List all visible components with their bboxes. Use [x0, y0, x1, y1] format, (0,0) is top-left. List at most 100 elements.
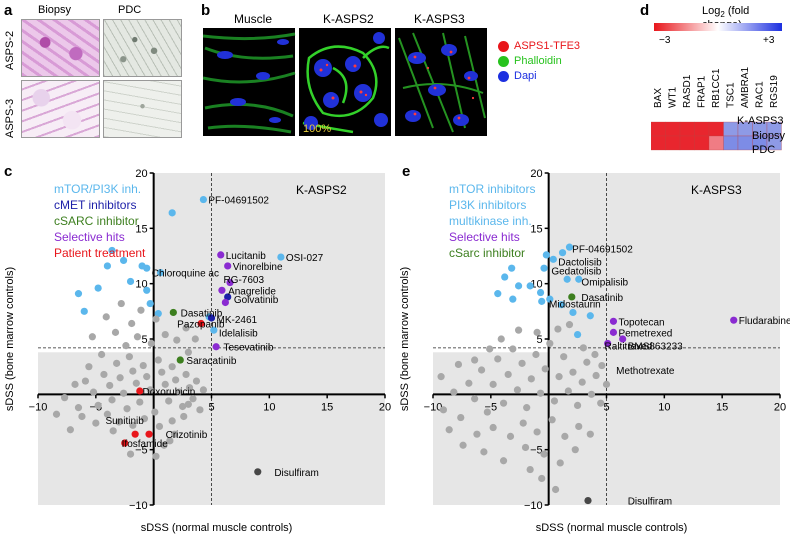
point-label: Gedatolisib [551, 266, 601, 277]
data-point [454, 360, 463, 369]
data-point [119, 389, 128, 397]
data-point [224, 262, 232, 270]
y-tick-label: 20 [530, 168, 542, 180]
data-point [565, 321, 574, 329]
data-point [604, 339, 612, 348]
data-point [471, 356, 479, 364]
col-label-muscle: Muscle [234, 12, 273, 26]
point-label: Ifosfamide [122, 439, 169, 450]
data-point [526, 282, 534, 290]
heatmap-cell [723, 135, 739, 151]
panel-letter-d: d [640, 2, 650, 19]
data-point [137, 306, 145, 314]
data-point [161, 330, 169, 339]
data-point [459, 441, 467, 449]
data-point [129, 421, 137, 429]
y-tick-label: 10 [530, 279, 542, 291]
data-point [619, 335, 627, 343]
data-point [115, 418, 123, 426]
y-axis-label: sDSS (bone marrow controls) [399, 267, 411, 411]
data-point [74, 404, 83, 412]
gene-label: AMBRA1 [740, 66, 751, 108]
image-asps2-biopsy [21, 19, 100, 77]
data-point [217, 251, 225, 259]
data-point [548, 416, 556, 424]
data-point [254, 468, 262, 476]
data-point [165, 397, 173, 405]
data-point [155, 422, 164, 431]
data-point [197, 319, 205, 328]
data-point [184, 400, 192, 408]
data-point [437, 373, 445, 381]
data-point [131, 430, 139, 438]
data-point [546, 339, 554, 348]
data-point [166, 437, 174, 445]
heatmap-cell [708, 135, 724, 151]
data-point [136, 398, 144, 406]
data-point [591, 350, 599, 359]
y-tick-label: −5 [135, 445, 148, 457]
data-point [132, 379, 140, 387]
point-label: Midostaurin [549, 300, 601, 311]
data-point [550, 397, 559, 405]
point-label: Dasatinib [181, 308, 223, 319]
point-label: Disulfiram [274, 468, 318, 479]
point-label: Vinorelbine [233, 262, 283, 273]
legend-entry: cSarc inhibitor [449, 246, 525, 260]
x-axis-label: sDSS (normal muscle controls) [536, 522, 688, 534]
data-point [111, 328, 120, 336]
legend-dot [498, 40, 509, 52]
data-point [125, 353, 133, 361]
x-tick-label: 10 [658, 401, 670, 413]
data-point [176, 356, 184, 364]
heatmap-cell [723, 121, 739, 137]
data-point [494, 355, 502, 363]
data-point [207, 314, 216, 322]
data-point [533, 328, 541, 336]
data-point [532, 350, 540, 359]
data-point [199, 386, 208, 394]
data-point [103, 410, 111, 418]
data-point [196, 406, 204, 414]
data-point [143, 373, 151, 381]
legend-dot [498, 70, 509, 82]
data-point [184, 348, 192, 356]
panel-letter-b: b [201, 2, 211, 19]
data-point [221, 298, 229, 307]
data-point [146, 299, 154, 308]
legend-entry: mTOR inhibitors [449, 182, 535, 196]
data-point [98, 350, 106, 359]
data-point [508, 264, 516, 272]
data-point [218, 286, 226, 294]
data-point [546, 295, 554, 303]
data-point [74, 290, 83, 298]
data-point [160, 441, 168, 449]
point-label: Dasatinib [581, 293, 623, 304]
data-point [465, 379, 473, 387]
data-point [558, 249, 567, 257]
x-tick-label: 20 [774, 401, 786, 413]
image-asps2-pdc [103, 19, 182, 77]
heatmap-row-label: PDC [752, 144, 776, 156]
data-point [71, 380, 79, 388]
data-point [109, 427, 117, 435]
data-point [78, 412, 86, 421]
data-point [540, 450, 548, 458]
gene-label: RASD1 [682, 74, 693, 108]
data-point [549, 255, 557, 263]
legend-label: Phalloidin [514, 55, 562, 67]
data-point [121, 439, 129, 447]
data-point [533, 428, 541, 436]
data-point [173, 336, 181, 344]
data-point [494, 290, 502, 298]
heatmap-cell [665, 121, 681, 137]
legend-entry: Patient treatment [54, 246, 146, 260]
data-point [609, 328, 618, 336]
chart-title: K-ASPS2 [296, 183, 347, 197]
x-tick-label: 5 [208, 401, 214, 413]
legend-item: ASPS1-TFE3 [498, 40, 580, 52]
x-axis-label: sDSS (normal muscle controls) [141, 522, 293, 534]
data-point [116, 374, 124, 382]
data-point [457, 413, 465, 422]
data-point [277, 253, 285, 261]
